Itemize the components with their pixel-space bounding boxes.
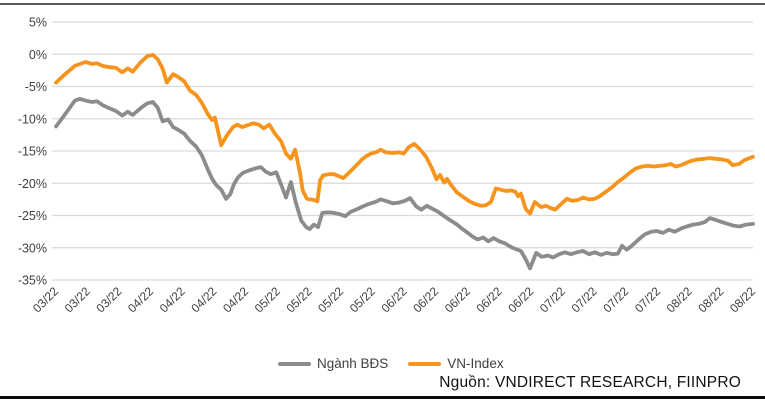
x-axis-tick-label: 05/22 [252, 284, 283, 315]
x-axis-tick-label: 03/22 [62, 284, 93, 315]
x-axis-tick-label: 06/22 [442, 284, 473, 315]
bottom-divider-rule [0, 396, 765, 399]
y-axis-tick-label: -35% [18, 274, 47, 288]
legend-item-vn-index[interactable]: VN-Index [408, 356, 504, 371]
gray-line-swatch-icon [278, 361, 311, 366]
x-axis-tick-label: 05/22 [347, 284, 378, 315]
x-axis-tick-label: 05/22 [283, 284, 314, 315]
x-axis-tick-label: 07/22 [632, 284, 663, 315]
x-axis-tick-label: 08/22 [695, 284, 726, 315]
x-axis-tick-label: 07/22 [537, 284, 568, 315]
x-axis-tick-label: 07/22 [600, 284, 631, 315]
legend-label: Ngành BĐS [317, 356, 389, 371]
x-axis-tick-label: 03/22 [30, 284, 61, 315]
legend-item-nganh-bds[interactable]: Ngành BĐS [278, 357, 388, 371]
orange-line-swatch-icon [408, 361, 442, 366]
x-axis-tick-label: 06/22 [378, 284, 409, 315]
x-axis-tick-label: 06/22 [474, 284, 505, 315]
y-axis-tick-label: -10% [18, 112, 47, 126]
y-axis-tick-label: -25% [18, 209, 47, 223]
y-axis-tick-label: -15% [18, 145, 47, 159]
x-axis-tick-label: 03/22 [93, 284, 124, 315]
x-axis-tick-label: 04/22 [220, 284, 251, 315]
source-attribution: Nguồn: VNDIRECT RESEARCH, FIINPRO [439, 374, 741, 391]
top-divider-rule [0, 3, 765, 5]
series-line-vn-index [54, 53, 755, 216]
x-axis-tick-label: 07/22 [569, 284, 600, 315]
x-axis-tick-label: 04/22 [157, 284, 188, 315]
series-line-ng-nh-b-s [54, 96, 755, 271]
y-axis-tick-label: -20% [18, 177, 47, 191]
x-axis-tick-label: 06/22 [505, 284, 536, 315]
legend-label: VN-Index [447, 356, 504, 371]
x-axis-tick-label: 08/22 [664, 284, 695, 315]
x-axis-tick-label: 08/22 [727, 284, 758, 315]
x-axis-tick-label: 05/22 [315, 284, 346, 315]
x-axis-tick-label: 04/22 [125, 284, 156, 315]
chart-legend: Ngành BĐS VN-Index [278, 357, 504, 371]
x-axis-tick-label: 06/22 [410, 284, 441, 315]
y-axis-tick-label: -5% [25, 80, 47, 94]
x-axis-tick-label: 04/22 [188, 284, 219, 315]
y-axis-tick-label: -30% [18, 241, 47, 255]
y-axis-tick-label: 5% [29, 15, 47, 29]
y-axis-tick-label: 0% [29, 48, 47, 62]
